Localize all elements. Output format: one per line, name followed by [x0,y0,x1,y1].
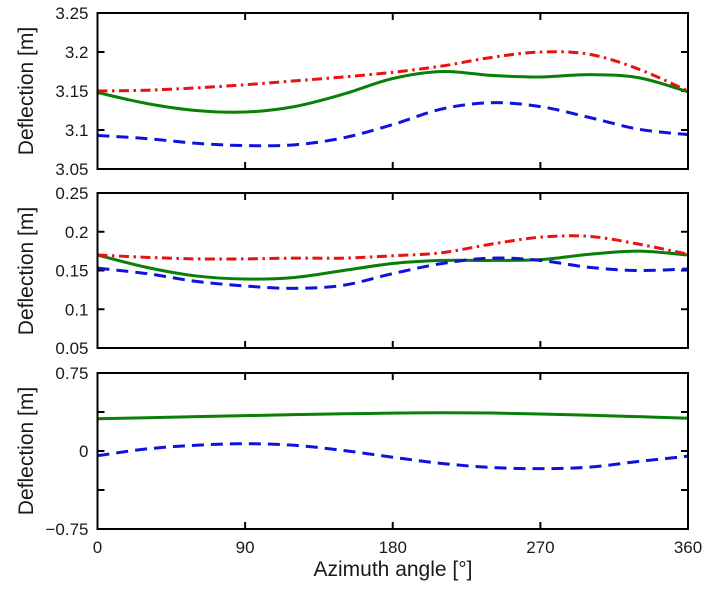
subplot-1-ytick-label: 3.2 [65,43,89,62]
xtick-label: 90 [236,538,255,557]
subplot-2-ytick-label: 0.15 [55,262,88,281]
subplot-2-frame [96,192,689,349]
xtick-label: 270 [526,538,554,557]
subplot-2-series-red-dashdot [97,234,689,261]
subplot-1-ytick-label: 3.25 [55,4,88,23]
subplot-3-ytick-label: −0.75 [45,520,88,539]
ylabel-subplot-1: Deflection [m] [15,26,38,156]
ylabel-subplot-3: Deflection [m] [15,386,38,516]
subplot-2-series-green-solid [97,249,689,281]
subplot-3-ytick-label: 0.75 [55,364,88,383]
subplot-2-ytick-label: 0.1 [65,300,89,319]
subplot-3-series-green-solid [97,411,689,421]
subplot-3-frame [96,372,689,530]
subplot-3-series-blue-dashed [97,442,689,471]
subplot-2-ytick-label: 0.05 [55,339,88,358]
subplot-2-ytick-label: 0.2 [65,223,89,242]
subplot-2: 0.05 0.1 0.15 0.2 0.25 [55,184,689,358]
subplot-1: 3.05 3.1 3.15 3.2 3.25 [55,4,689,179]
subplot-2-ticks [96,192,689,349]
subplot-2-ytick-label: 0.25 [55,184,88,203]
subplot-3-ticks [96,372,689,530]
subplot-3: −0.75 0 0.75 0 90 180 270 360 [45,364,702,557]
subplot-1-series-red-dashdot [97,50,689,93]
xlabel: Azimuth angle [°] [313,558,473,581]
xtick-label: 180 [379,538,407,557]
subplot-2-series-blue-dashed [97,256,689,290]
ylabel-subplot-2: Deflection [m] [15,206,38,335]
subplot-1-series-green-solid [97,69,689,114]
subplot-1-ytick-label: 3.1 [65,121,89,140]
subplot-1-ticks [96,12,689,170]
xtick-label: 360 [674,538,702,557]
subplot-1-ytick-label: 3.15 [55,82,88,101]
subplot-1-ytick-label: 3.05 [55,160,88,179]
subplot-1-frame [96,12,689,170]
xtick-label: 0 [93,538,102,557]
subplot-3-ytick-label: 0 [79,442,88,461]
subplot-1-series-blue-dashed [97,101,689,148]
